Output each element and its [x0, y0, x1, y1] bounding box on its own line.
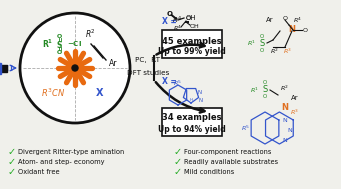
- Text: $\mathbf{-Cl}$: $\mathbf{-Cl}$: [67, 40, 82, 49]
- Text: $\mathbf{S}$: $\mathbf{S}$: [56, 39, 62, 50]
- Text: $R^4$: $R^4$: [172, 14, 182, 26]
- Text: Divergent Ritter-type amination: Divergent Ritter-type amination: [18, 149, 124, 155]
- Text: $R^2$: $R^2$: [270, 46, 280, 56]
- Text: N: N: [282, 118, 287, 122]
- Text: $\mathbf{O}$: $\mathbf{O}$: [166, 9, 174, 19]
- Text: Ar: Ar: [109, 59, 118, 67]
- Text: $R^2$: $R^2$: [280, 83, 290, 93]
- Circle shape: [72, 65, 78, 71]
- Text: H: H: [190, 98, 193, 102]
- Text: X =: X =: [162, 18, 177, 26]
- Text: $R^3CN$: $R^3CN$: [41, 87, 65, 99]
- Text: Up to 94% yield: Up to 94% yield: [158, 125, 226, 133]
- Text: Ar: Ar: [291, 95, 299, 101]
- Text: O: O: [302, 28, 308, 33]
- Text: OH: OH: [186, 15, 197, 21]
- Text: N: N: [287, 128, 292, 132]
- Text: PC,  RT: PC, RT: [135, 57, 161, 63]
- Text: ✓: ✓: [174, 157, 182, 167]
- Text: O: O: [186, 16, 191, 22]
- Text: O: O: [260, 33, 264, 39]
- Text: Oxidant free: Oxidant free: [18, 169, 60, 175]
- Text: X: X: [96, 88, 104, 98]
- Text: $R^3$: $R^3$: [283, 46, 293, 56]
- FancyBboxPatch shape: [162, 108, 222, 136]
- Text: Readily available substrates: Readily available substrates: [184, 159, 278, 165]
- Text: S: S: [260, 39, 265, 47]
- Text: OH: OH: [190, 23, 200, 29]
- Text: N: N: [199, 98, 203, 102]
- Text: ✓: ✓: [174, 167, 182, 177]
- Text: $R^5$: $R^5$: [174, 78, 182, 88]
- Text: $\mathbf{O}$: $\mathbf{O}$: [56, 48, 62, 56]
- Circle shape: [20, 13, 130, 123]
- Text: ✓: ✓: [174, 147, 182, 157]
- Text: N: N: [282, 138, 287, 143]
- Bar: [0, 63, 1, 74]
- Text: O: O: [282, 15, 287, 20]
- Text: $R^3$: $R^3$: [291, 107, 299, 117]
- Bar: [1, 64, 7, 71]
- Text: DFT studies: DFT studies: [127, 70, 169, 76]
- Text: N: N: [198, 90, 202, 94]
- Text: S: S: [262, 85, 268, 94]
- Text: $R^2$: $R^2$: [85, 28, 96, 40]
- Text: $\mathbf{O}$: $\mathbf{O}$: [56, 32, 62, 40]
- Text: Up to 99% yield: Up to 99% yield: [158, 47, 226, 57]
- Text: $R^1$: $R^1$: [248, 38, 256, 48]
- Text: $\mathbf{R^1}$: $\mathbf{R^1}$: [42, 38, 53, 50]
- Text: O: O: [263, 81, 267, 85]
- Text: ✓: ✓: [8, 167, 16, 177]
- Text: Mild conditions: Mild conditions: [184, 169, 234, 175]
- Text: $R^5$: $R^5$: [241, 123, 251, 133]
- Text: O: O: [263, 94, 267, 99]
- Text: $R^4$: $R^4$: [173, 23, 183, 33]
- Text: X =: X =: [162, 77, 177, 87]
- Text: 34 examples: 34 examples: [162, 114, 222, 122]
- Text: O: O: [260, 49, 264, 53]
- Text: Atom- and step- economy: Atom- and step- economy: [18, 159, 104, 165]
- FancyBboxPatch shape: [162, 30, 222, 58]
- Text: N: N: [288, 26, 296, 35]
- Text: 45 examples: 45 examples: [162, 36, 222, 46]
- Text: ✓: ✓: [8, 147, 16, 157]
- Circle shape: [67, 60, 83, 76]
- Text: N: N: [282, 104, 288, 112]
- Text: ✓: ✓: [8, 157, 16, 167]
- Text: Four-component reactions: Four-component reactions: [184, 149, 271, 155]
- Text: $R^4$: $R^4$: [293, 15, 302, 25]
- Text: $R^1$: $R^1$: [250, 85, 260, 95]
- Text: Ar: Ar: [266, 17, 274, 23]
